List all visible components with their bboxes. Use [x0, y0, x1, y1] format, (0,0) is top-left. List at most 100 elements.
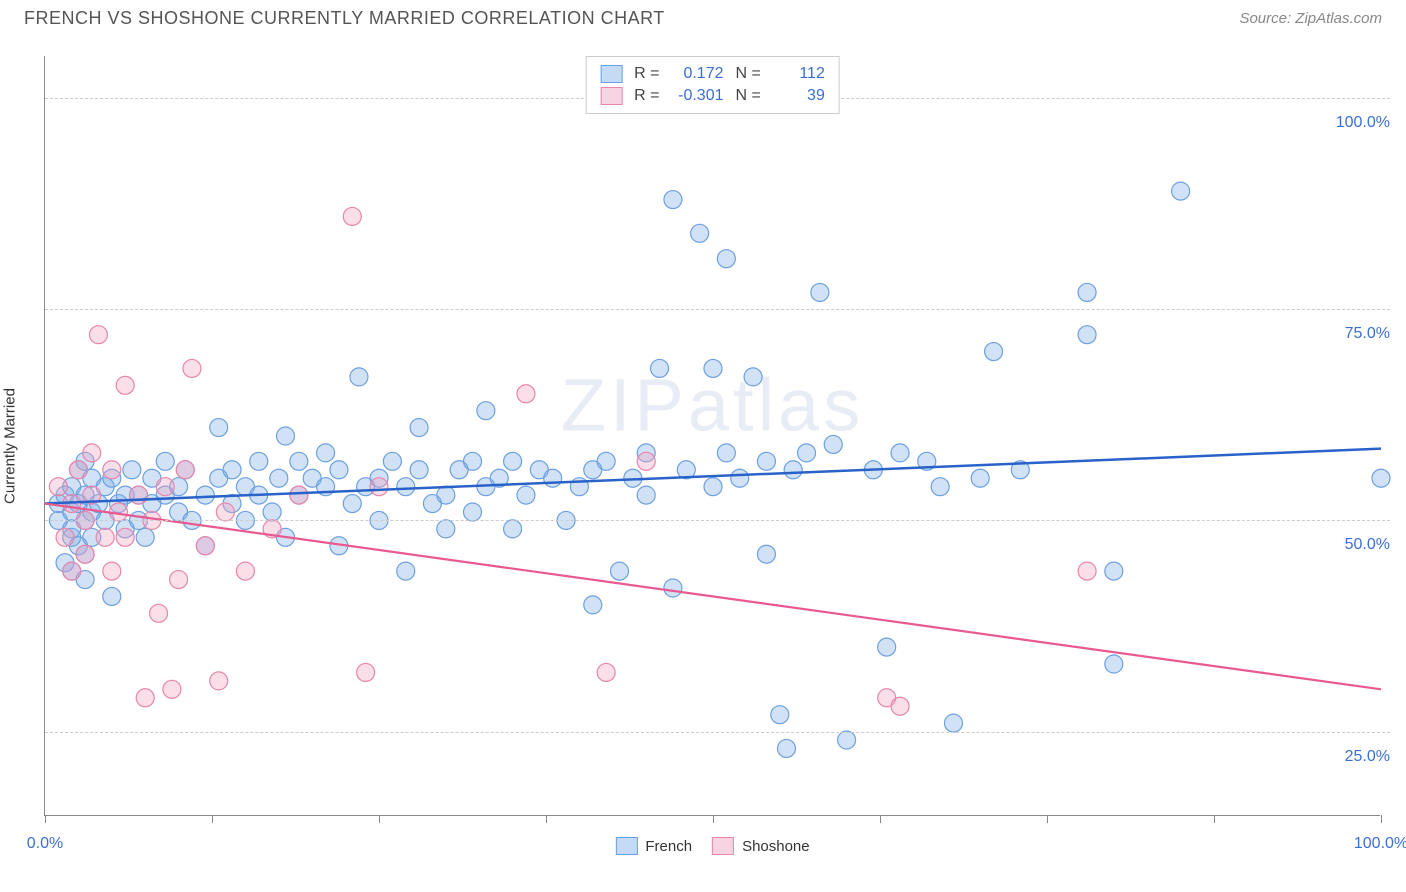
- data-point: [1372, 469, 1390, 487]
- data-point: [931, 478, 949, 496]
- grid-line: [45, 520, 1390, 521]
- data-point: [757, 452, 775, 470]
- data-point: [971, 469, 989, 487]
- y-tick-label: 75.0%: [1345, 325, 1390, 343]
- data-point: [878, 638, 896, 656]
- data-point: [76, 545, 94, 563]
- data-point: [464, 503, 482, 521]
- legend-stats-row: R = -0.301 N = 39: [600, 85, 825, 107]
- x-tick: [1047, 815, 1048, 823]
- data-point: [150, 604, 168, 622]
- data-point: [130, 486, 148, 504]
- data-point: [156, 478, 174, 496]
- data-point: [69, 461, 87, 479]
- data-point: [504, 520, 522, 538]
- grid-line: [45, 732, 1390, 733]
- legend-stats-box: R = 0.172 N = 112 R = -0.301 N = 39: [585, 56, 840, 114]
- y-tick-label: 100.0%: [1336, 114, 1390, 132]
- data-point: [437, 486, 455, 504]
- data-point: [317, 444, 335, 462]
- legend-swatch-french: [600, 65, 622, 83]
- x-tick: [880, 815, 881, 823]
- data-point: [717, 444, 735, 462]
- y-axis-label: Currently Married: [2, 388, 19, 504]
- grid-line: [45, 309, 1390, 310]
- data-point: [544, 469, 562, 487]
- data-point: [664, 191, 682, 209]
- data-point: [1172, 182, 1190, 200]
- data-point: [944, 714, 962, 732]
- data-point: [584, 596, 602, 614]
- scatter-svg: [45, 56, 1380, 815]
- data-point: [96, 528, 114, 546]
- data-point: [136, 528, 154, 546]
- data-point: [811, 283, 829, 301]
- data-point: [1078, 326, 1096, 344]
- data-point: [176, 461, 194, 479]
- data-point: [1078, 562, 1096, 580]
- data-point: [517, 385, 535, 403]
- data-point: [370, 478, 388, 496]
- legend-swatch-shoshone: [712, 837, 734, 855]
- stat-r-label: R =: [634, 87, 659, 105]
- data-point: [1078, 283, 1096, 301]
- x-tick: [1214, 815, 1215, 823]
- data-point: [236, 562, 254, 580]
- x-tick: [713, 815, 714, 823]
- data-point: [704, 478, 722, 496]
- data-point: [156, 452, 174, 470]
- stat-r-label: R =: [634, 65, 659, 83]
- data-point: [123, 461, 141, 479]
- chart-title: FRENCH VS SHOSHONE CURRENTLY MARRIED COR…: [24, 8, 665, 29]
- data-point: [357, 663, 375, 681]
- data-point: [637, 486, 655, 504]
- data-point: [163, 680, 181, 698]
- data-point: [597, 663, 615, 681]
- data-point: [290, 452, 308, 470]
- stat-n-value-french: 112: [769, 65, 825, 83]
- data-point: [610, 562, 628, 580]
- stat-n-value-shoshone: 39: [769, 87, 825, 105]
- data-point: [798, 444, 816, 462]
- data-point: [985, 343, 1003, 361]
- data-point: [116, 528, 134, 546]
- stat-r-value-shoshone: -0.301: [668, 87, 724, 105]
- data-point: [290, 486, 308, 504]
- legend-item-french: French: [615, 837, 692, 855]
- y-tick-label: 50.0%: [1345, 536, 1390, 554]
- data-point: [464, 452, 482, 470]
- data-point: [704, 359, 722, 377]
- data-point: [223, 461, 241, 479]
- x-tick: [212, 815, 213, 823]
- data-point: [397, 562, 415, 580]
- data-point: [731, 469, 749, 487]
- legend-bottom: French Shoshone: [615, 837, 809, 855]
- data-point: [56, 528, 74, 546]
- legend-label-shoshone: Shoshone: [742, 838, 810, 855]
- data-point: [89, 326, 107, 344]
- data-point: [517, 486, 535, 504]
- data-point: [397, 478, 415, 496]
- data-point: [350, 368, 368, 386]
- data-point: [824, 435, 842, 453]
- data-point: [343, 495, 361, 513]
- data-point: [250, 452, 268, 470]
- data-point: [477, 402, 495, 420]
- data-point: [210, 419, 228, 437]
- legend-swatch-french: [615, 837, 637, 855]
- data-point: [757, 545, 775, 563]
- data-point: [410, 419, 428, 437]
- x-tick-label: 0.0%: [27, 835, 63, 853]
- data-point: [63, 562, 81, 580]
- data-point: [410, 461, 428, 479]
- data-point: [383, 452, 401, 470]
- data-point: [210, 672, 228, 690]
- data-point: [664, 579, 682, 597]
- data-point: [744, 368, 762, 386]
- data-point: [777, 739, 795, 757]
- x-tick: [379, 815, 380, 823]
- data-point: [691, 224, 709, 242]
- data-point: [891, 444, 909, 462]
- x-tick-label: 100.0%: [1354, 835, 1406, 853]
- data-point: [504, 452, 522, 470]
